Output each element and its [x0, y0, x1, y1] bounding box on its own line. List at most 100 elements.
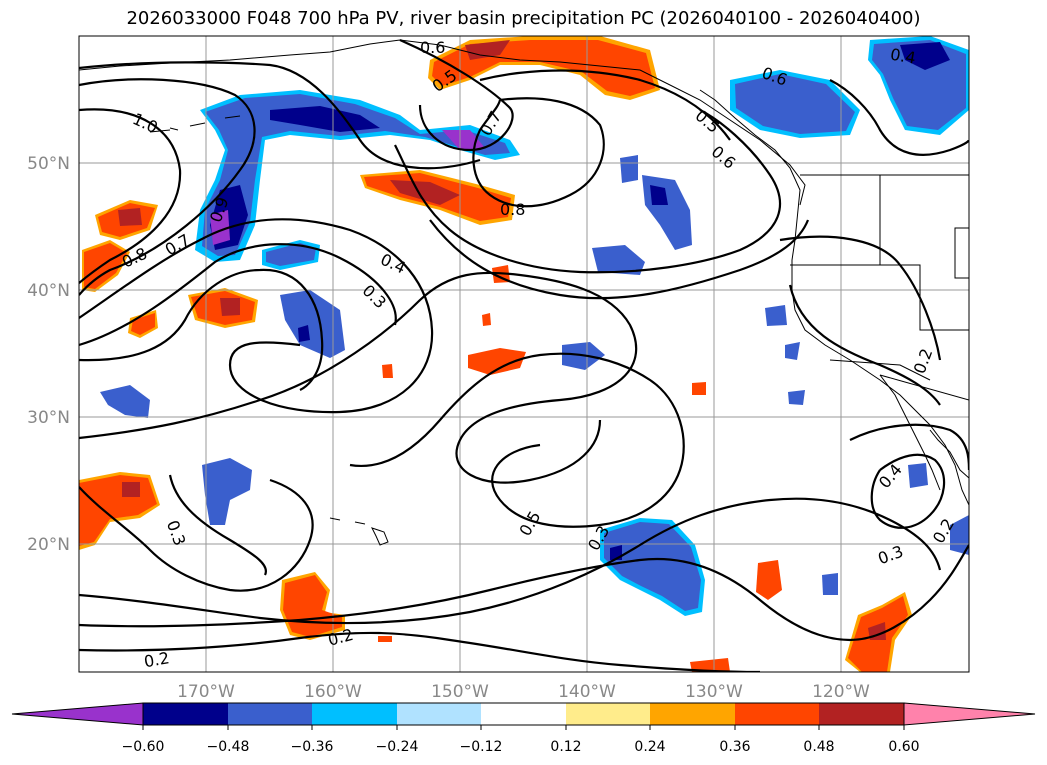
colorbar-tick-label: 0.24 — [634, 739, 665, 755]
colorbar-segment — [819, 703, 904, 725]
positive-anomaly-region — [84, 243, 127, 289]
pv-contour — [79, 218, 434, 414]
colorbar-segment — [143, 703, 228, 725]
negative-anomaly-region — [592, 245, 645, 275]
positive-anomaly-region — [756, 560, 782, 600]
colorbar-segment — [735, 703, 819, 725]
negative-anomaly-region — [202, 458, 252, 525]
colorbar-tick-label: −0.36 — [291, 739, 334, 755]
bc-coastline — [699, 89, 969, 506]
pv-contour — [472, 97, 605, 208]
positive-anomaly-region — [468, 348, 526, 375]
pv-contour — [394, 109, 782, 274]
pv-contour — [870, 453, 946, 529]
pv-contour — [79, 243, 397, 347]
colorbar-segment — [312, 703, 397, 725]
pv-contour — [79, 544, 969, 642]
lat-tick-label: 40°N — [27, 281, 70, 301]
negative-anomaly-region — [785, 342, 800, 360]
map-content: 1.0 0.8 0.7 0.9 0.6 0.5 0.7 0.6 0.5 0.6 … — [79, 36, 969, 672]
positive-anomaly-region — [220, 298, 240, 316]
colorbar-tick-label: −0.48 — [207, 739, 250, 755]
pv-contour — [79, 478, 314, 592]
colorbar-tick-label: −0.12 — [460, 739, 503, 755]
colorbar-extend-left — [11, 702, 144, 726]
lat-tick-label: 20°N — [27, 535, 70, 555]
positive-anomaly-region — [690, 658, 730, 672]
pv-contour — [79, 271, 638, 484]
negative-anomaly-region — [266, 243, 316, 266]
lon-tick-label: 130°W — [685, 682, 743, 702]
colorbar-tick-label: −0.60 — [122, 739, 165, 755]
negative-anomaly-region — [908, 463, 928, 488]
lon-tick-label: 120°W — [812, 682, 870, 702]
negative-anomaly-region — [280, 290, 345, 358]
lat-tick-label: 30°N — [27, 408, 70, 428]
lat-axis-labels: 50°N 40°N 30°N 20°N — [27, 154, 70, 555]
coastlines — [79, 39, 969, 546]
negative-anomaly-region — [822, 573, 838, 595]
colorbar-extend-right — [903, 702, 1036, 726]
lon-axis-labels: 170°W 160°W 150°W 140°W 130°W 120°W — [177, 682, 870, 702]
negative-anomaly-region — [202, 94, 510, 256]
pv-contours — [79, 38, 969, 672]
colorbar-tick-marks — [142, 725, 905, 730]
negative-anomaly-region — [210, 210, 230, 245]
pv-contour — [79, 268, 324, 391]
pv-contour — [349, 352, 685, 528]
colorbar: −0.60 −0.48 −0.36 −0.24 −0.12 0.12 0.24 … — [11, 702, 1036, 755]
colorbar-segment — [481, 703, 566, 725]
hawaii-islands — [329, 517, 389, 546]
colorbar-tick-label: 0.12 — [550, 739, 581, 755]
contour-label: 0.2 — [142, 648, 170, 671]
positive-anomaly-region — [378, 636, 392, 642]
baja-coastline — [879, 374, 941, 491]
positive-anomaly-region — [122, 482, 140, 497]
contour-label: 0.6 — [420, 38, 445, 57]
negative-anomaly-region — [650, 185, 668, 205]
colorbar-tick-label: 0.60 — [888, 739, 919, 755]
map-frame — [78, 35, 970, 673]
colorbar-segment — [650, 703, 735, 725]
negative-anomaly-region — [270, 106, 380, 132]
pv-contour — [829, 79, 969, 156]
lon-tick-label: 140°W — [558, 682, 616, 702]
pv-contour — [79, 631, 761, 672]
chart-title: 2026033000 F048 700 hPa PV, river basin … — [126, 8, 921, 29]
pv-contour — [779, 235, 942, 361]
negative-anomaly-region — [788, 390, 805, 405]
lon-tick-label: 160°W — [304, 682, 362, 702]
negative-anomaly-region — [900, 42, 950, 70]
positive-anomaly-region — [390, 180, 460, 205]
lon-tick-label: 150°W — [431, 682, 489, 702]
colorbar-tick-label: 0.36 — [719, 739, 750, 755]
negative-anomaly-region — [298, 325, 310, 342]
pv-contour — [399, 38, 514, 152]
pv-contour — [79, 108, 182, 284]
pv-contour — [849, 423, 969, 471]
colorbar-segment — [228, 703, 312, 725]
colorbar-tick-label: 0.48 — [803, 739, 834, 755]
negative-anomaly-region — [100, 385, 150, 418]
negative-anomaly-region — [620, 155, 638, 183]
colorbar-tick-label: −0.24 — [376, 739, 419, 755]
positive-anomaly-region — [382, 364, 393, 378]
gridlines — [79, 36, 969, 672]
negative-anomaly-region — [765, 305, 787, 326]
colorbar-segment — [397, 703, 481, 725]
positive-anomaly-region — [118, 208, 142, 226]
pv-contour — [429, 219, 810, 300]
positive-anomaly-region — [131, 313, 155, 335]
pv-contour — [788, 284, 941, 406]
contour-label: 0.8 — [500, 200, 525, 219]
gulf-coastline — [929, 429, 969, 479]
negative-anomaly-region — [950, 515, 969, 555]
pv-contour — [168, 474, 268, 576]
colorbar-segment — [566, 703, 650, 725]
precip-shading — [79, 36, 969, 672]
lat-tick-label: 50°N — [27, 154, 70, 174]
lon-tick-label: 170°W — [177, 682, 235, 702]
positive-anomaly-region — [692, 382, 706, 395]
pv-contour — [79, 78, 256, 296]
